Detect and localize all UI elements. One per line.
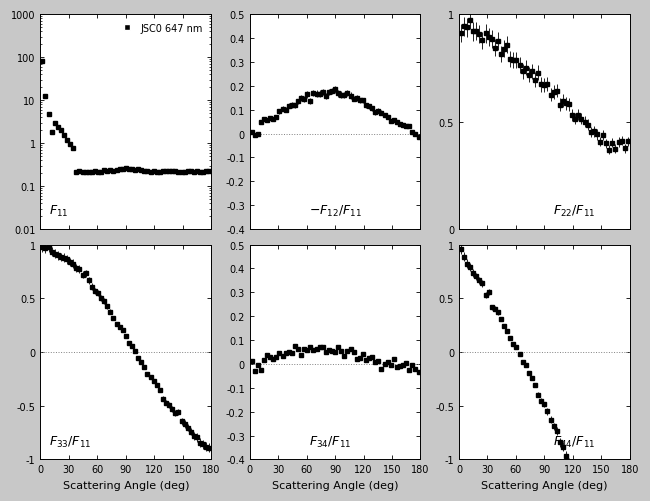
Legend: JSC0 647 nm: JSC0 647 nm xyxy=(114,20,206,38)
X-axis label: Scattering Angle (deg): Scattering Angle (deg) xyxy=(272,480,398,490)
X-axis label: Scattering Angle (deg): Scattering Angle (deg) xyxy=(62,480,189,490)
Text: $-F_{12}/F_{11}$: $-F_{12}/F_{11}$ xyxy=(309,204,362,219)
X-axis label: Scattering Angle (deg): Scattering Angle (deg) xyxy=(481,480,608,490)
Text: $F_{34}/F_{11}$: $F_{34}/F_{11}$ xyxy=(309,434,352,449)
Text: $F_{11}$: $F_{11}$ xyxy=(49,204,68,219)
Text: $F_{22}/F_{11}$: $F_{22}/F_{11}$ xyxy=(553,204,595,219)
Text: $F_{33}/F_{11}$: $F_{33}/F_{11}$ xyxy=(49,434,92,449)
Text: $F_{44}/F_{11}$: $F_{44}/F_{11}$ xyxy=(553,434,595,449)
